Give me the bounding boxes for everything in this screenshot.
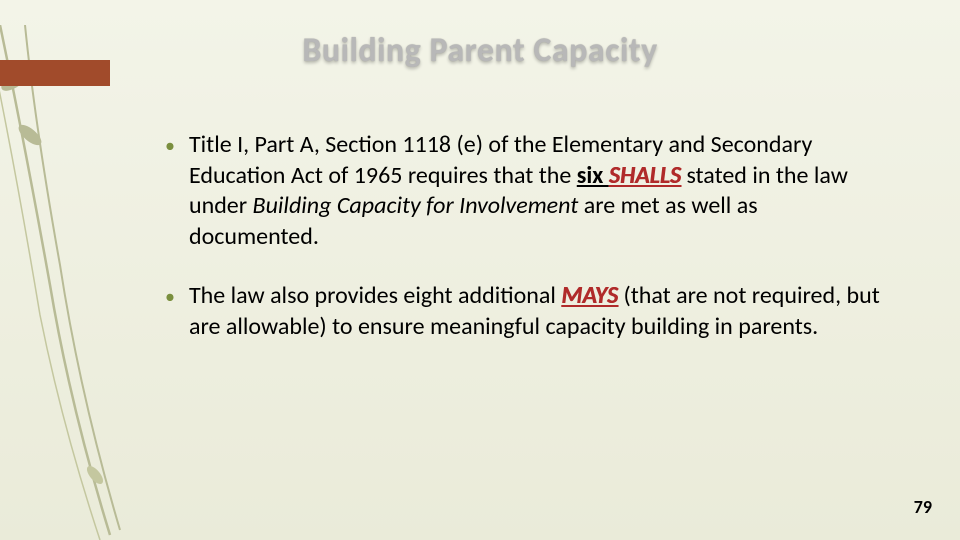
bullet-item: • Title I, Part A, Section 1118 (e) of t… xyxy=(165,130,890,253)
leaf-decoration-icon xyxy=(0,25,150,540)
page-number: 79 xyxy=(914,496,932,518)
slide: Building Parent Capacity • Title I, Part… xyxy=(0,0,960,540)
slide-title: Building Parent Capacity xyxy=(0,30,960,71)
bullet-item: • The law also provides eight additional… xyxy=(165,281,890,342)
content-area: • Title I, Part A, Section 1118 (e) of t… xyxy=(165,130,890,370)
bullet-icon: • xyxy=(165,134,175,253)
bullet-text: Title I, Part A, Section 1118 (e) of the… xyxy=(189,130,890,253)
bullet-text: The law also provides eight additional M… xyxy=(189,281,890,342)
bullet-icon: • xyxy=(165,285,175,342)
